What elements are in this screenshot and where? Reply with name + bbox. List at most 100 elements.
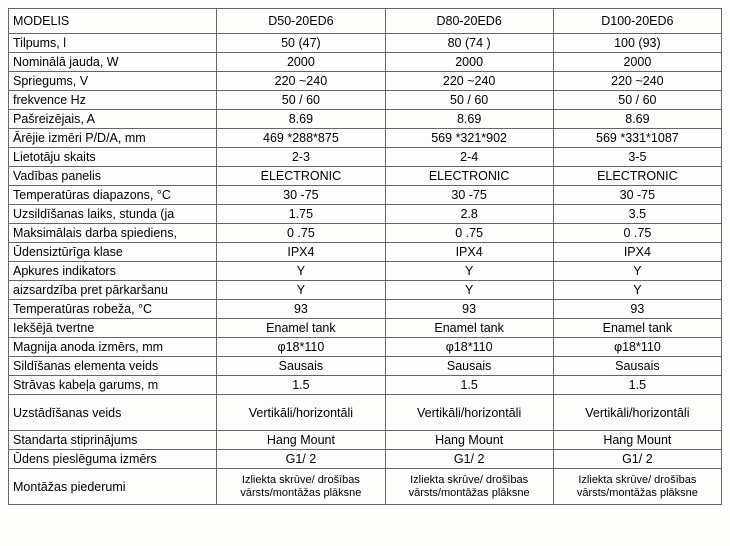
row-value: 1.5 (385, 376, 553, 395)
row-label: Standarta stiprinājums (9, 431, 217, 450)
row-value: 8.69 (553, 110, 721, 129)
table-row: Spriegums, V220 ~240220 ~240220 ~240 (9, 72, 722, 91)
row-value: 93 (217, 300, 385, 319)
row-value: 2.8 (385, 205, 553, 224)
row-label: Magnija anoda izmērs, mm (9, 338, 217, 357)
row-value: Hang Mount (385, 431, 553, 450)
row-value: G1/ 2 (553, 450, 721, 469)
row-value: 30 -75 (553, 186, 721, 205)
row-value: 0 .75 (385, 224, 553, 243)
table-row: frekvence Hz50 / 6050 / 6050 / 60 (9, 91, 722, 110)
table-row: aizsardzība pret pārkaršanuYYY (9, 281, 722, 300)
row-value: Y (217, 262, 385, 281)
row-value: Vertikāli/horizontāli (217, 395, 385, 431)
row-value: 2-4 (385, 148, 553, 167)
row-value: Y (553, 262, 721, 281)
row-value: 93 (385, 300, 553, 319)
spec-table: MODELIS D50-20ED6 D80-20ED6 D100-20ED6 T… (8, 8, 722, 505)
row-value: G1/ 2 (217, 450, 385, 469)
table-row: Nominālā jauda, W200020002000 (9, 53, 722, 72)
row-label: Ūdens pieslēguma izmērs (9, 450, 217, 469)
row-value: 93 (553, 300, 721, 319)
table-row: Tilpums, l50 (47)80 (74 )100 (93) (9, 34, 722, 53)
row-value: 50 / 60 (217, 91, 385, 110)
row-value: Sausais (217, 357, 385, 376)
row-value: 469 *288*875 (217, 129, 385, 148)
row-label: Ārējie izmēri P/D/A, mm (9, 129, 217, 148)
row-value: 1.75 (217, 205, 385, 224)
row-value: 30 -75 (385, 186, 553, 205)
row-label: Lietotāju skaits (9, 148, 217, 167)
header-row: MODELIS D50-20ED6 D80-20ED6 D100-20ED6 (9, 9, 722, 34)
row-value: 50 / 60 (385, 91, 553, 110)
row-value: 3-5 (553, 148, 721, 167)
row-value: 1.5 (553, 376, 721, 395)
row-value: ELECTRONIC (217, 167, 385, 186)
row-value: 220 ~240 (553, 72, 721, 91)
row-label: Pašreizējais, A (9, 110, 217, 129)
table-row: Strāvas kabeļa garums, m1.51.51.5 (9, 376, 722, 395)
row-value: 50 (47) (217, 34, 385, 53)
model-header: D100-20ED6 (553, 9, 721, 34)
row-value: 2000 (217, 53, 385, 72)
row-label: Uzsildīšanas laiks, stunda (ja (9, 205, 217, 224)
row-value: Vertikāli/horizontāli (385, 395, 553, 431)
row-value: 100 (93) (553, 34, 721, 53)
row-value: 50 / 60 (553, 91, 721, 110)
table-row: Uzstādīšanas veidsVertikāli/horizontāliV… (9, 395, 722, 431)
row-value: IPX4 (217, 243, 385, 262)
row-value: 0 .75 (217, 224, 385, 243)
row-label: frekvence Hz (9, 91, 217, 110)
row-value: 8.69 (385, 110, 553, 129)
row-value: Izliekta skrūve/ drošības vārsts/montāža… (217, 469, 385, 505)
row-value: ELECTRONIC (553, 167, 721, 186)
table-row: Sildīšanas elementa veidsSausaisSausaisS… (9, 357, 722, 376)
row-value: Y (385, 281, 553, 300)
row-value: 30 -75 (217, 186, 385, 205)
table-row: Pašreizējais, A8.698.698.69 (9, 110, 722, 129)
row-value: φ18*110 (217, 338, 385, 357)
row-label: Temperatūras robeža, °C (9, 300, 217, 319)
row-value: 220 ~240 (385, 72, 553, 91)
table-row: Vadības panelisELECTRONICELECTRONICELECT… (9, 167, 722, 186)
row-value: Y (385, 262, 553, 281)
table-row: Magnija anoda izmērs, mmφ18*110φ18*110φ1… (9, 338, 722, 357)
table-row: Apkures indikatorsYYY (9, 262, 722, 281)
row-label: Uzstādīšanas veids (9, 395, 217, 431)
row-value: 569 *331*1087 (553, 129, 721, 148)
table-row: Ūdens pieslēguma izmērsG1/ 2G1/ 2G1/ 2 (9, 450, 722, 469)
row-value: 8.69 (217, 110, 385, 129)
row-value: ELECTRONIC (385, 167, 553, 186)
row-label: Vadības panelis (9, 167, 217, 186)
table-row: Montāžas piederumiIzliekta skrūve/ drošī… (9, 469, 722, 505)
row-value: 0 .75 (553, 224, 721, 243)
row-value: Enamel tank (553, 319, 721, 338)
row-value: 569 *321*902 (385, 129, 553, 148)
table-row: Temperatūras diapazons, °C30 -7530 -7530… (9, 186, 722, 205)
row-label: Apkures indikators (9, 262, 217, 281)
table-row: Lietotāju skaits2-32-43-5 (9, 148, 722, 167)
row-value: φ18*110 (553, 338, 721, 357)
row-value: 1.5 (217, 376, 385, 395)
row-value: IPX4 (385, 243, 553, 262)
row-label: Strāvas kabeļa garums, m (9, 376, 217, 395)
row-value: Izliekta skrūve/ drošības vārsts/montāža… (385, 469, 553, 505)
model-header: D50-20ED6 (217, 9, 385, 34)
row-value: Y (553, 281, 721, 300)
row-value: Vertikāli/horizontāli (553, 395, 721, 431)
table-row: Ārējie izmēri P/D/A, mm469 *288*875569 *… (9, 129, 722, 148)
row-value: Hang Mount (553, 431, 721, 450)
table-row: Iekšējā tvertneEnamel tankEnamel tankEna… (9, 319, 722, 338)
row-value: Enamel tank (217, 319, 385, 338)
row-label: Montāžas piederumi (9, 469, 217, 505)
table-row: Temperatūras robeža, °C939393 (9, 300, 722, 319)
row-value: IPX4 (553, 243, 721, 262)
row-value: Hang Mount (217, 431, 385, 450)
row-label: Iekšējā tvertne (9, 319, 217, 338)
row-value: 3.5 (553, 205, 721, 224)
row-value: 220 ~240 (217, 72, 385, 91)
header-label: MODELIS (9, 9, 217, 34)
row-label: Ūdensiztūrīga klase (9, 243, 217, 262)
model-header: D80-20ED6 (385, 9, 553, 34)
row-label: aizsardzība pret pārkaršanu (9, 281, 217, 300)
